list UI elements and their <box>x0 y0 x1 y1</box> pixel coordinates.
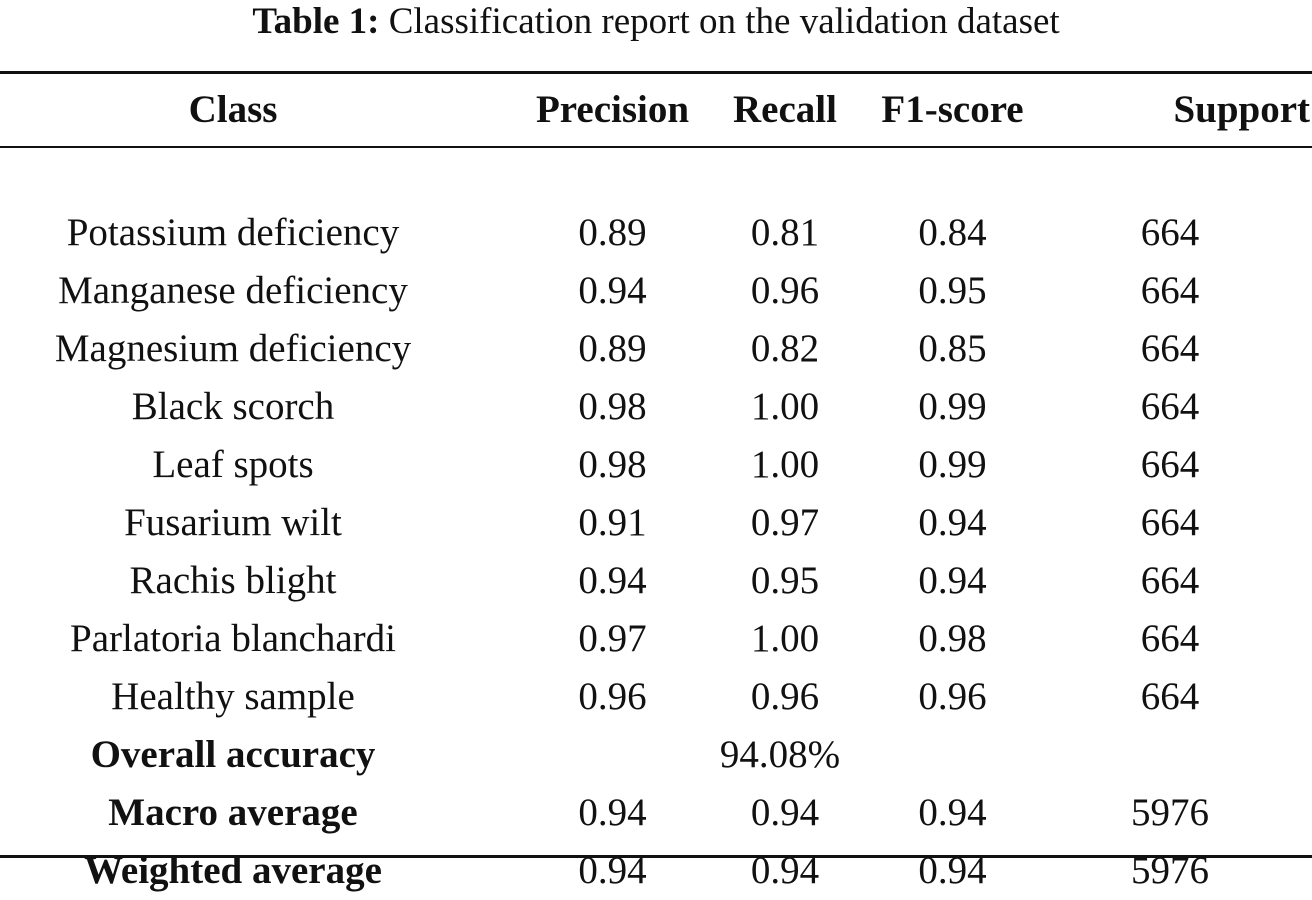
f1-cell: 0.84 <box>918 211 987 254</box>
recall-cell: 1.00 <box>750 385 820 428</box>
f1-cell: 0.95 <box>918 269 987 312</box>
caption-label: Table 1: <box>252 1 380 42</box>
table-row: Healthy sample 0.96 0.96 0.96 664 <box>0 668 1312 726</box>
header-class: Class <box>188 88 278 131</box>
precision-cell: 0.94 <box>578 269 647 312</box>
recall-cell: 0.97 <box>750 501 820 544</box>
class-cell: Potassium deficiency <box>66 211 400 254</box>
f1-cell: 0.85 <box>918 327 987 370</box>
macro-average-row: Macro average 0.94 0.94 0.94 5976 <box>0 784 1312 842</box>
recall-cell: 0.81 <box>750 211 820 254</box>
overall-accuracy-empty <box>1030 726 1312 784</box>
class-cell: Parlatoria blanchardi <box>70 617 396 660</box>
class-cell: Leaf spots <box>152 443 314 486</box>
support-cell: 664 <box>1140 269 1200 312</box>
table-row: Manganese deficiency 0.94 0.96 0.95 664 <box>0 262 1312 320</box>
precision-cell: 0.98 <box>578 385 647 428</box>
recall-cell: 0.95 <box>750 559 820 602</box>
header-row: Class Precision Recall F1-score Support <box>0 74 1312 146</box>
caption-text: Classification report on the validation … <box>388 1 1060 42</box>
support-cell: 664 <box>1140 327 1200 370</box>
top-rule <box>0 71 1312 74</box>
f1-cell: 0.99 <box>918 385 987 428</box>
table-row: Parlatoria blanchardi 0.97 1.00 0.98 664 <box>0 610 1312 668</box>
table-row: Potassium deficiency 0.89 0.81 0.84 664 <box>0 204 1312 262</box>
precision-cell: 0.97 <box>578 617 647 660</box>
precision-cell: 0.89 <box>578 327 647 370</box>
precision-cell: 0.98 <box>578 443 647 486</box>
table-row: Magnesium deficiency 0.89 0.82 0.85 664 <box>0 320 1312 378</box>
support-cell: 664 <box>1140 385 1200 428</box>
header-recall: Recall <box>733 88 837 131</box>
weighted-average-label: Weighted average <box>84 849 382 892</box>
class-cell: Rachis blight <box>129 559 337 602</box>
recall-cell: 0.82 <box>750 327 820 370</box>
f1-cell: 0.96 <box>918 675 987 718</box>
overall-accuracy-value: 94.08% <box>719 733 841 776</box>
weighted-precision-cell: 0.94 <box>578 849 647 892</box>
support-cell: 664 <box>1140 617 1200 660</box>
support-cell: 664 <box>1140 443 1200 486</box>
precision-cell: 0.94 <box>578 559 647 602</box>
f1-cell: 0.98 <box>918 617 987 660</box>
body-spacer <box>0 146 1312 204</box>
macro-f1-cell: 0.94 <box>918 791 987 834</box>
recall-cell: 0.96 <box>750 675 820 718</box>
header-f1-score: F1-score <box>881 88 1024 131</box>
recall-cell: 1.00 <box>750 617 820 660</box>
support-cell: 664 <box>1140 211 1200 254</box>
precision-cell: 0.96 <box>578 675 647 718</box>
support-cell: 664 <box>1140 501 1200 544</box>
f1-cell: 0.94 <box>918 501 987 544</box>
header-support: Support <box>1173 88 1310 131</box>
bottom-rule <box>0 855 1312 858</box>
recall-cell: 0.96 <box>750 269 820 312</box>
header-precision: Precision <box>535 88 690 131</box>
class-cell: Fusarium wilt <box>124 501 342 544</box>
overall-accuracy-row: Overall accuracy 94.08% <box>0 726 1312 784</box>
f1-cell: 0.94 <box>918 559 987 602</box>
support-cell: 664 <box>1140 675 1200 718</box>
macro-average-label: Macro average <box>108 791 358 834</box>
class-cell: Black scorch <box>131 385 335 428</box>
macro-precision-cell: 0.94 <box>578 791 647 834</box>
precision-cell: 0.89 <box>578 211 647 254</box>
weighted-f1-cell: 0.94 <box>918 849 987 892</box>
class-cell: Manganese deficiency <box>58 269 408 312</box>
table-caption: Table 1: Classification report on the va… <box>0 0 1312 56</box>
class-cell: Magnesium deficiency <box>54 327 412 370</box>
weighted-recall-cell: 0.94 <box>750 849 820 892</box>
header-rule <box>0 146 1312 148</box>
table-row: Black scorch 0.98 1.00 0.99 664 <box>0 378 1312 436</box>
weighted-support-cell: 5976 <box>1131 849 1209 892</box>
f1-cell: 0.99 <box>918 443 987 486</box>
weighted-average-row: Weighted average 0.94 0.94 0.94 5976 <box>0 842 1312 900</box>
table-row: Fusarium wilt 0.91 0.97 0.94 664 <box>0 494 1312 552</box>
classification-report-table: Class Precision Recall F1-score Support … <box>0 74 1312 900</box>
table-row: Rachis blight 0.94 0.95 0.94 664 <box>0 552 1312 610</box>
macro-support-cell: 5976 <box>1131 791 1209 834</box>
overall-accuracy-label: Overall accuracy <box>90 733 376 776</box>
support-cell: 664 <box>1140 559 1200 602</box>
macro-recall-cell: 0.94 <box>750 791 820 834</box>
table-row: Leaf spots 0.98 1.00 0.99 664 <box>0 436 1312 494</box>
precision-cell: 0.91 <box>578 501 647 544</box>
class-cell: Healthy sample <box>111 675 355 718</box>
recall-cell: 1.00 <box>750 443 820 486</box>
